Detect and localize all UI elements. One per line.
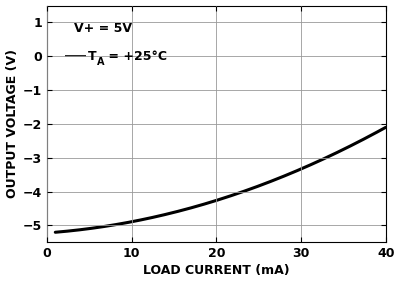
Text: V+ = 5V: V+ = 5V	[74, 22, 132, 35]
X-axis label: LOAD CURRENT (mA): LOAD CURRENT (mA)	[143, 264, 290, 277]
Text: A: A	[97, 57, 104, 67]
Text: T: T	[88, 50, 96, 63]
Y-axis label: OUTPUT VOLTAGE (V): OUTPUT VOLTAGE (V)	[6, 50, 18, 198]
Text: = +25°C: = +25°C	[104, 50, 167, 63]
